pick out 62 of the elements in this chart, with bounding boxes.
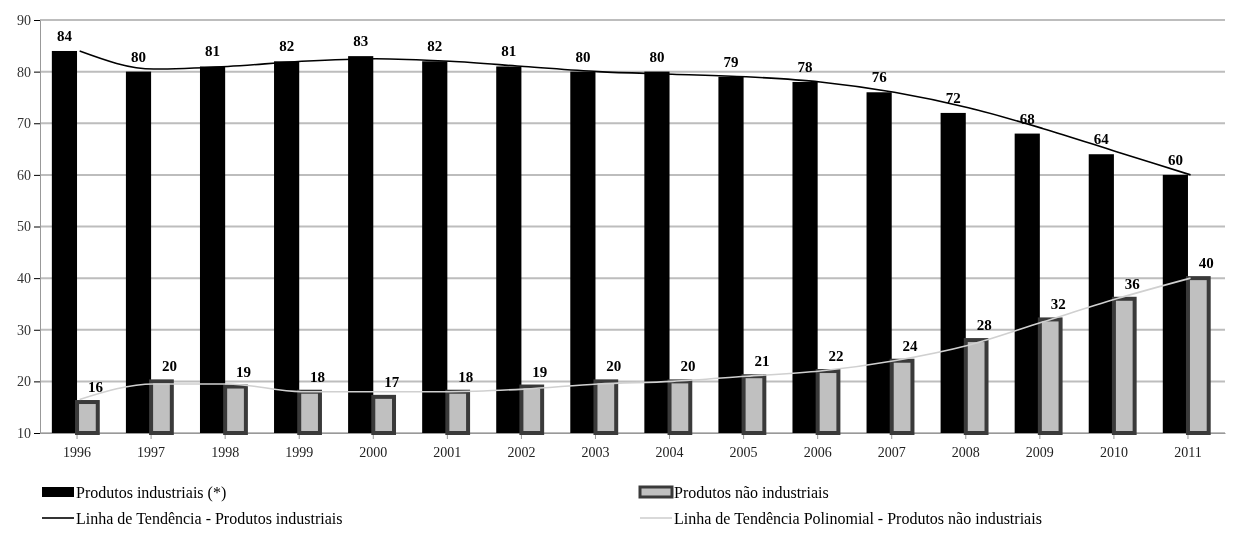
legend-label: Linha de Tendência Polinomial - Produtos não industriais [674,510,1042,527]
data-label: 18 [310,368,326,385]
x-tick-label: 1996 [63,445,92,461]
x-tick-label: 2008 [951,445,980,461]
data-label: 21 [754,353,770,370]
x-tick-label: 2010 [1099,445,1128,461]
legend-label: Produtos industriais (*) [76,484,227,502]
x-tick-label: 1999 [285,445,314,461]
data-label: 78 [797,58,813,75]
data-label: 83 [353,33,369,50]
x-tick-label: 2009 [1025,445,1054,461]
data-label: 60 [1167,151,1183,168]
data-label: 24 [902,337,919,354]
data-label: 18 [458,368,474,385]
y-tick-label: 60 [17,167,31,183]
line-series [78,277,1192,401]
x-tick-label: 2001 [433,445,462,461]
data-label: 64 [1093,131,1110,148]
y-tick-label: 30 [17,322,31,338]
data-label: 81 [501,43,517,60]
y-tick-label: 90 [17,12,31,28]
data-label: 81 [205,43,221,60]
data-label: 16 [87,379,104,396]
data-label: 32 [1050,296,1066,313]
data-label: 20 [680,358,696,375]
data-label: 82 [279,38,295,55]
x-tick-label: 1997 [137,445,166,461]
data-label: 36 [1124,275,1141,292]
x-tick-label: 2006 [803,445,832,461]
data-label: 40 [1198,255,1214,272]
x-tick-label: 1998 [211,445,240,461]
data-label: 80 [575,48,591,65]
x-tick-label: 2005 [729,445,758,461]
data-label: 79 [723,53,739,70]
x-tick-label: 2004 [655,445,684,461]
legend-label: Produtos não industriais [674,484,829,501]
y-tick-label: 40 [17,271,31,287]
data-label: 72 [945,89,961,106]
x-tick-label: 2002 [507,445,536,461]
data-label: 20 [606,358,622,375]
data-label: 19 [532,363,548,380]
legend-label: Linha de Tendência - Produtos industriais [76,510,343,527]
data-label: 19 [236,363,252,380]
y-tick-label: 10 [17,425,31,441]
x-tick-label: 2011 [1174,445,1202,461]
data-label: 20 [161,358,177,375]
data-label: 68 [1019,110,1035,127]
y-tick-label: 80 [17,64,31,80]
x-tick-label: 2003 [581,445,610,461]
data-label: 80 [131,48,146,65]
data-label: 82 [427,38,443,55]
data-label: 76 [871,69,888,86]
data-label: 17 [384,373,400,390]
y-tick-label: 20 [17,374,31,390]
y-tick-label: 70 [17,116,31,132]
x-tick-label: 2000 [359,445,388,461]
x-tick-label: 2007 [877,445,906,461]
data-label: 28 [976,317,992,334]
data-label: 22 [828,348,844,365]
y-tick-label: 50 [17,219,31,235]
data-label: 84 [56,27,73,44]
data-label: 80 [649,48,665,65]
